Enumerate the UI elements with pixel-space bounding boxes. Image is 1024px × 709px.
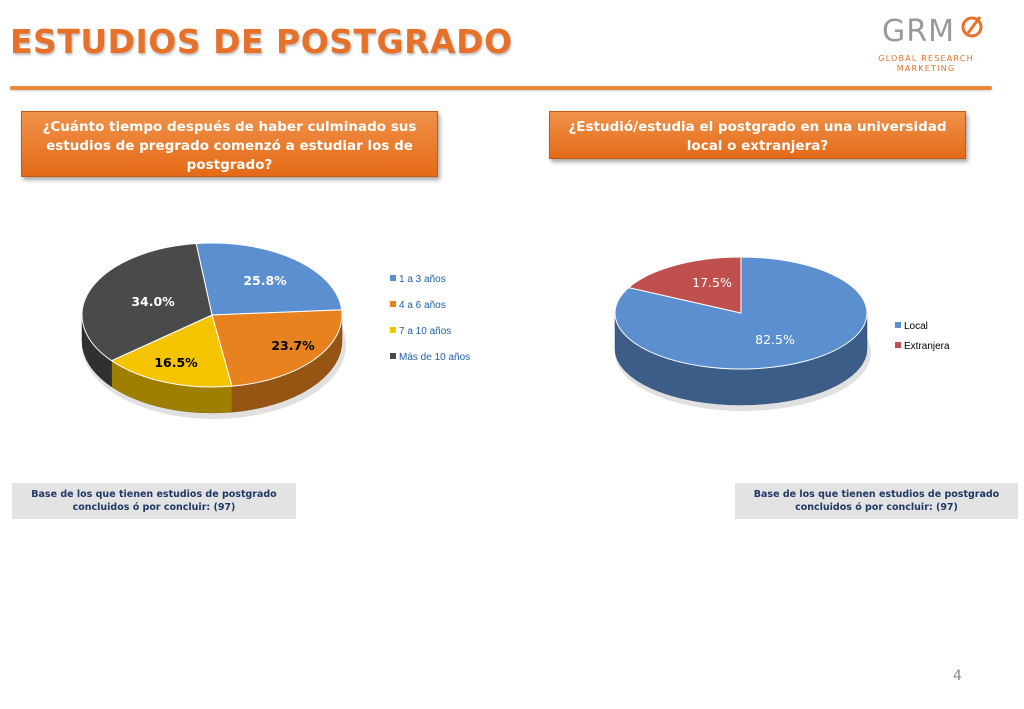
pie-data-label-1: 23.7% xyxy=(271,338,315,353)
legend-label-2: 7 a 10 años xyxy=(399,326,452,337)
legend-swatch-1 xyxy=(895,342,901,348)
legend-swatch-0 xyxy=(390,275,396,281)
legend-item-1: Extranjera xyxy=(895,341,950,352)
pie-data-label-3: 34.0% xyxy=(131,294,175,309)
page-number: 4 xyxy=(953,668,962,684)
pie-slice-0 xyxy=(195,242,343,316)
legend-item-2: 7 a 10 años xyxy=(390,326,451,337)
logo-subtitle-line1: GLOBAL RESEARCH xyxy=(878,54,974,63)
legend-item-0: 1 a 3 años xyxy=(390,274,446,285)
legend-label-1: 4 a 6 años xyxy=(399,300,446,311)
legend-label-0: Local xyxy=(904,321,928,332)
pie-slice-1 xyxy=(627,256,742,314)
legend-item-3: Más de 10 años xyxy=(390,352,470,363)
pie-data-label-2: 16.5% xyxy=(154,355,198,370)
question-box-1: ¿Cuánto tiempo después de haber culminad… xyxy=(21,111,438,177)
pie-data-label-1: 17.5% xyxy=(692,275,732,290)
logo-swirl-icon xyxy=(961,16,983,38)
legend-swatch-1 xyxy=(390,301,396,307)
logo-subtitle: GLOBAL RESEARCH MARKETING xyxy=(876,54,976,74)
legend-item-1: 4 a 6 años xyxy=(390,300,446,311)
legend-swatch-3 xyxy=(390,353,396,359)
pie-slice-1 xyxy=(211,309,343,387)
legend-label-0: 1 a 3 años xyxy=(399,274,446,285)
legend-label-1: Extranjera xyxy=(904,341,950,352)
legend-swatch-0 xyxy=(895,322,901,328)
question-box-2: ¿Estudió/estudia el postgrado en una uni… xyxy=(549,111,966,159)
logo-subtitle-line2: MARKETING xyxy=(896,64,956,73)
logo-text: GRM xyxy=(882,14,955,49)
page-title: ESTUDIOS DE POSTGRADO xyxy=(10,22,513,61)
pie-data-label-0: 82.5% xyxy=(755,332,795,347)
pie-data-label-0: 25.8% xyxy=(243,273,287,288)
base-note-1: Base de los que tienen estudios de postg… xyxy=(12,483,296,519)
legend-swatch-2 xyxy=(390,327,396,333)
header-divider xyxy=(10,86,992,90)
grm-logo: GRM GLOBAL RESEARCH MARKETING xyxy=(876,10,996,80)
legend-item-0: Local xyxy=(895,321,928,332)
pie-slice-3 xyxy=(81,243,213,362)
pie-slice-2 xyxy=(110,314,233,388)
legend-label-3: Más de 10 años xyxy=(399,352,471,363)
base-note-2: Base de los que tienen estudios de postg… xyxy=(735,483,1018,519)
